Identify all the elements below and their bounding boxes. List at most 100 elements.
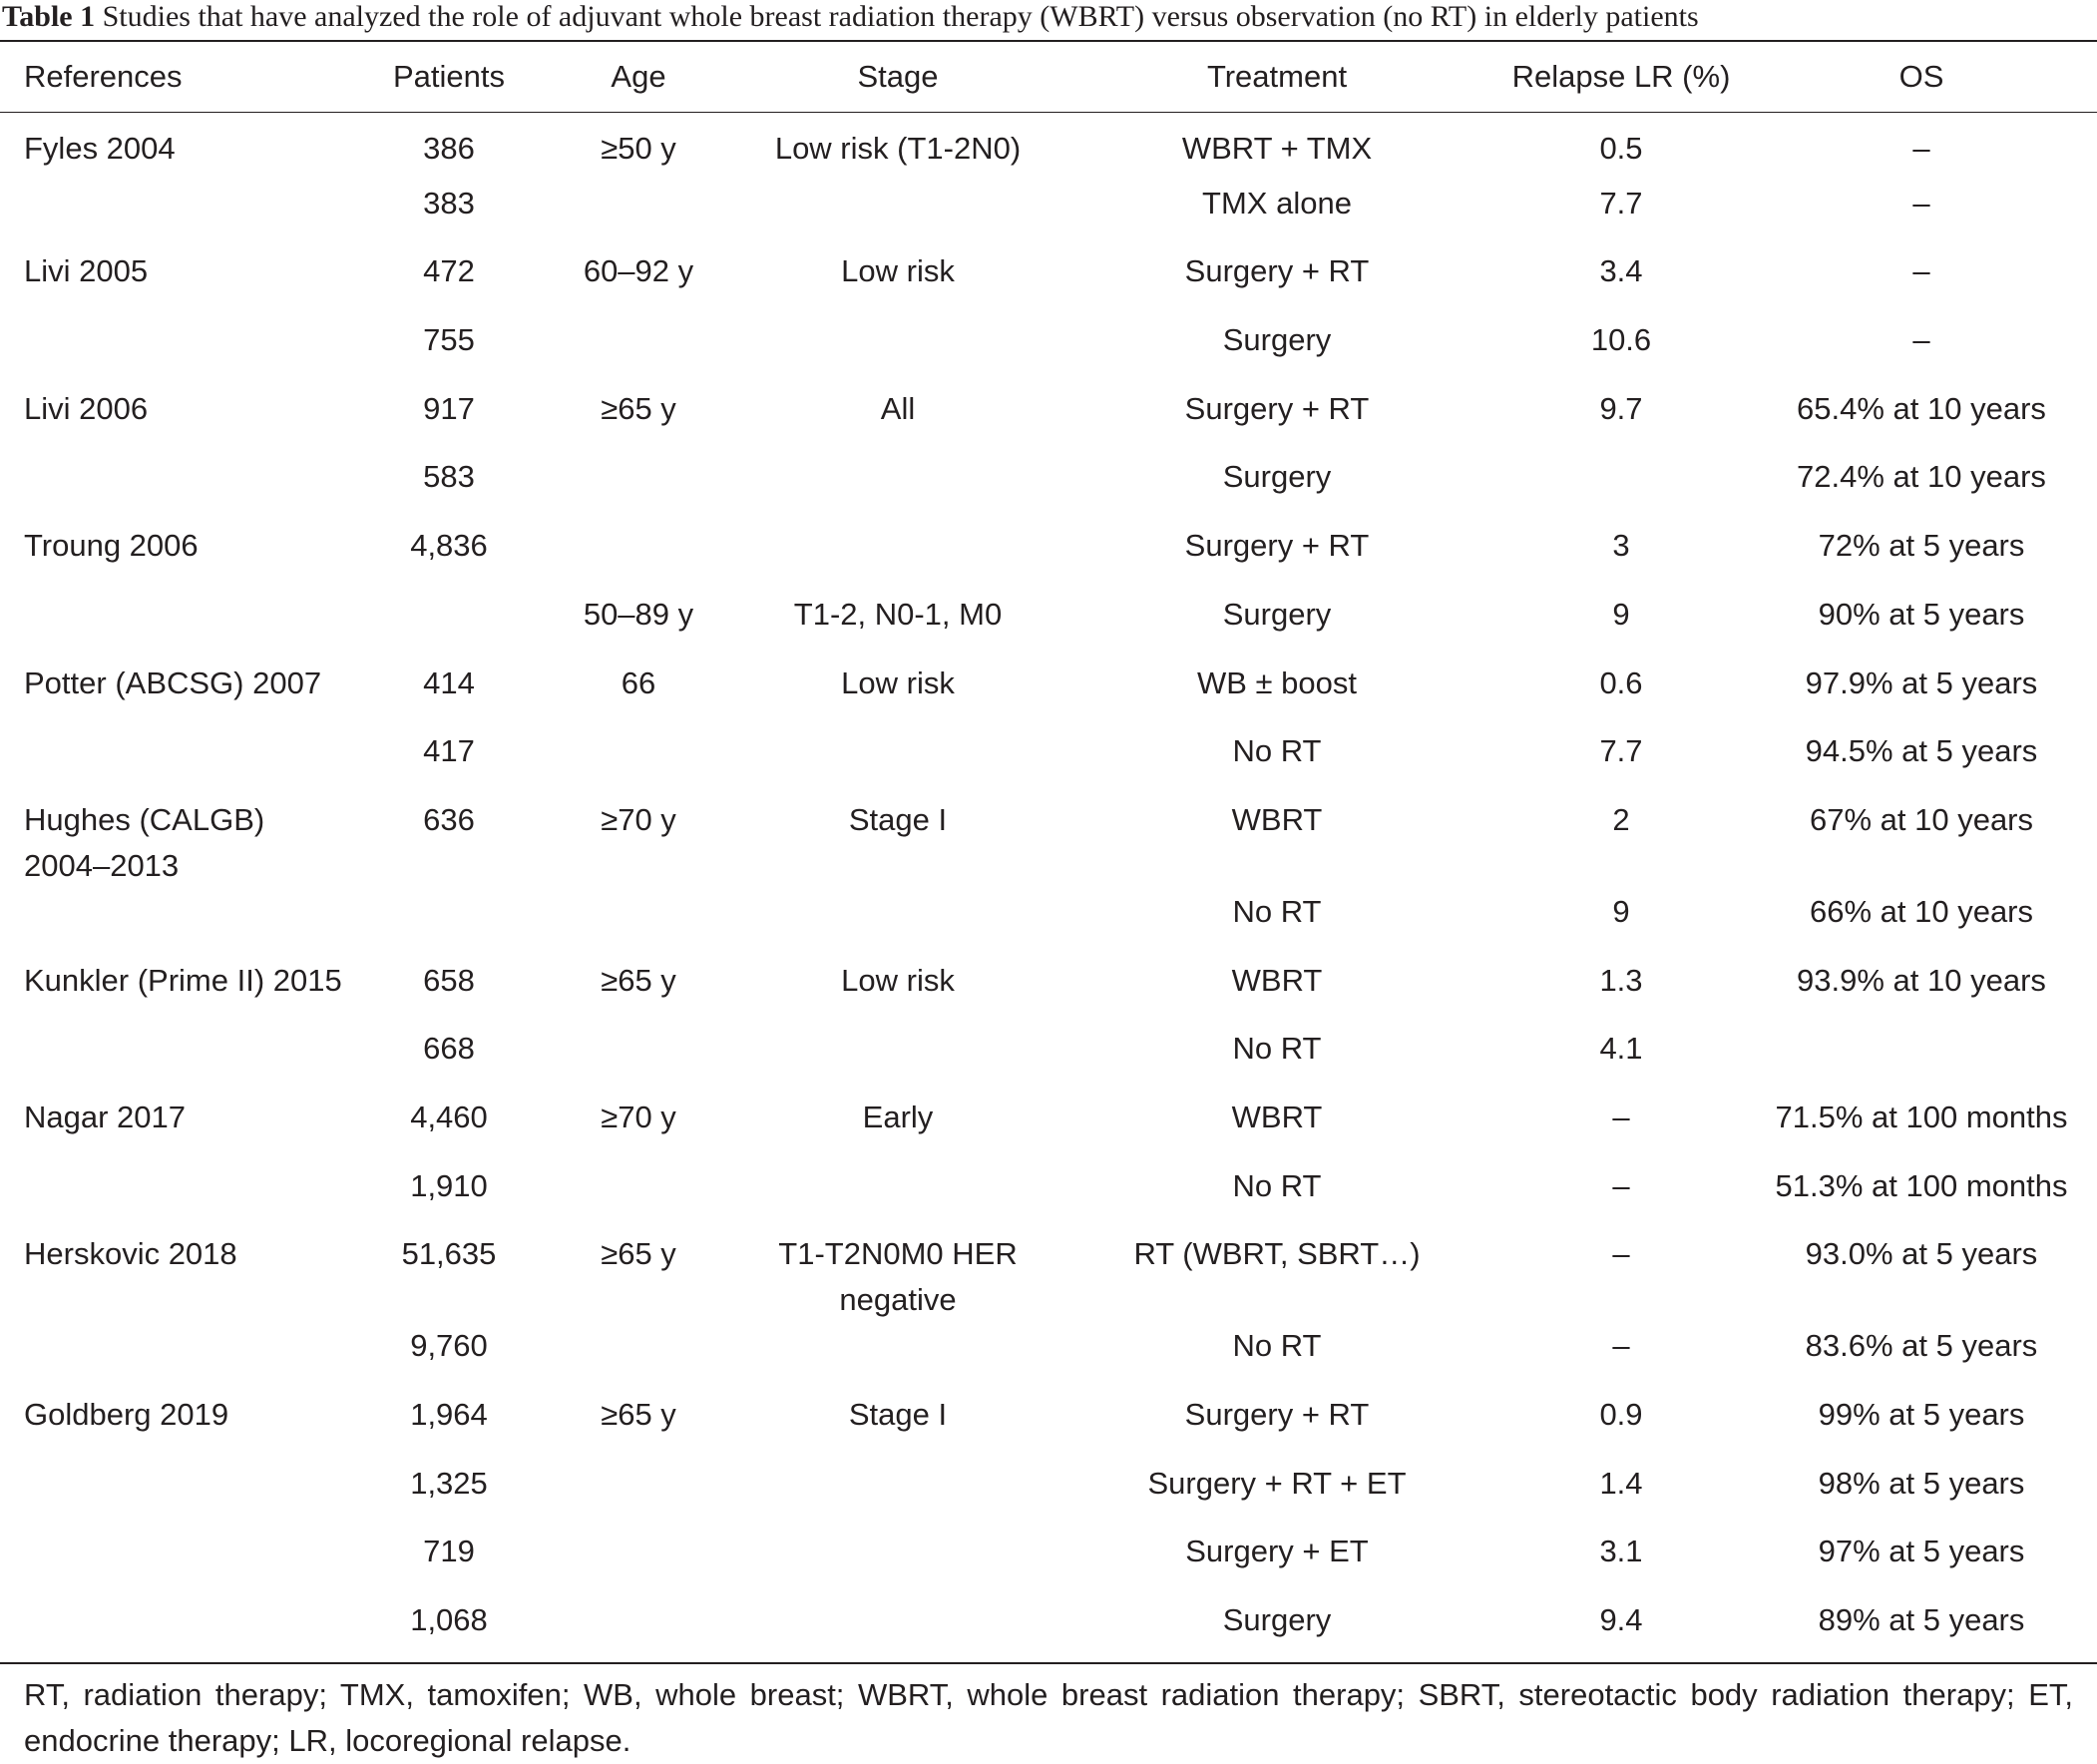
- cell-treatment: No RT: [1232, 1328, 1322, 1364]
- cell-patients: 1,068: [410, 1602, 488, 1638]
- cell-stage: [738, 889, 1057, 958]
- table-header-rule: [0, 112, 2097, 113]
- cell-reference: [0, 317, 359, 386]
- cell-treatment: Surgery: [1222, 459, 1332, 495]
- cell-os: 90% at 5 years: [1818, 596, 2025, 632]
- table-row: 1,325 Surgery + RT + ET 1.4 98% at 5 years: [0, 1461, 2097, 1530]
- table-row: 755 Surgery 10.6 –: [0, 317, 2097, 386]
- table-row: 1,068 Surgery 9.4 89% at 5 years: [0, 1597, 2097, 1666]
- table-bottom-rule: [0, 1662, 2097, 1664]
- cell-stage: [738, 454, 1057, 523]
- table-caption-label: Table 1: [2, 0, 96, 33]
- table-caption-text: Studies that have analyzed the role of a…: [95, 0, 1699, 33]
- cell-os: –: [1912, 253, 1930, 289]
- cell-stage: [738, 523, 1057, 592]
- cell-stage: Stage I: [848, 801, 948, 837]
- cell-reference: [0, 181, 359, 249]
- cell-reference: Fyles 2004: [24, 131, 176, 166]
- table-row: Potter (ABCSG) 2007 414 66 Low risk WB ± boo…: [0, 661, 2097, 729]
- cell-os: –: [1912, 185, 1930, 220]
- cell-os: 98% at 5 years: [1818, 1465, 2025, 1501]
- table-header: References Patients Age Stage Treatment …: [0, 42, 2097, 112]
- table-row: 50–89 y T1-2, N0-1, M0 Surgery 9 90% at 5 ye…: [0, 592, 2097, 661]
- cell-reference: Troung 2006: [24, 528, 199, 564]
- cell-patients: 1,910: [410, 1167, 488, 1203]
- cell-relapse-lr: 1.4: [1599, 1465, 1643, 1501]
- cell-reference: [0, 1323, 359, 1392]
- header-patients: Patients: [392, 59, 505, 94]
- table-row: Herskovic 2018 51,635 ≥65 y T1-T2N0M0 HER n…: [0, 1231, 2097, 1323]
- cell-treatment: WBRT: [1231, 962, 1323, 998]
- cell-stage: All: [880, 390, 916, 426]
- cell-patients: [359, 889, 539, 958]
- cell-stage: T1-T2N0M0 HER negative: [778, 1236, 1018, 1318]
- cell-relapse-lr: 4.1: [1599, 1031, 1643, 1067]
- cell-treatment: Surgery + RT + ET: [1147, 1465, 1407, 1501]
- cell-patients: 636: [423, 801, 475, 837]
- cell-os: 94.5% at 5 years: [1805, 733, 2038, 769]
- cell-age: [539, 1597, 738, 1666]
- cell-stage: [738, 1026, 1057, 1095]
- cell-patients: 719: [423, 1534, 475, 1569]
- cell-relapse-lr: –: [1612, 1328, 1630, 1364]
- cell-treatment: No RT: [1232, 1031, 1322, 1067]
- cell-age: [539, 1163, 738, 1232]
- table-row: 719 Surgery + ET 3.1 97% at 5 years: [0, 1529, 2097, 1597]
- cell-reference: Kunkler (Prime II) 2015: [24, 962, 342, 998]
- cell-reference: [0, 592, 359, 661]
- cell-age: [539, 889, 738, 958]
- cell-os: 66% at 10 years: [1809, 893, 2034, 929]
- header-os: OS: [1898, 59, 1944, 94]
- cell-age: ≥65 y: [601, 390, 676, 426]
- cell-age: ≥70 y: [601, 801, 676, 837]
- cell-patients: 658: [423, 962, 475, 998]
- cell-reference: Livi 2005: [24, 253, 149, 289]
- cell-reference: Herskovic 2018: [24, 1236, 237, 1272]
- cell-relapse-lr: 7.7: [1599, 733, 1643, 769]
- cell-patients: [359, 592, 539, 661]
- cell-age: [539, 523, 738, 592]
- cell-os: 99% at 5 years: [1818, 1397, 2025, 1432]
- cell-reference: Potter (ABCSG) 2007: [24, 664, 322, 700]
- cell-age: [539, 181, 738, 249]
- cell-reference: [0, 1597, 359, 1666]
- cell-treatment: Surgery + RT: [1184, 253, 1370, 289]
- cell-patients: 583: [423, 459, 475, 495]
- cell-stage: Low risk (T1-2N0): [774, 131, 1022, 166]
- cell-treatment: Surgery: [1222, 1602, 1332, 1638]
- cell-age: [539, 1461, 738, 1530]
- table-footnote: RT, radiation therapy; TMX, tamoxifen; W…: [24, 1677, 2073, 1758]
- cell-stage: Early: [862, 1099, 934, 1134]
- cell-age: ≥65 y: [601, 1236, 676, 1272]
- cell-age: ≥65 y: [601, 1397, 676, 1432]
- cell-age: ≥50 y: [601, 131, 676, 166]
- cell-treatment: WBRT: [1231, 1099, 1323, 1134]
- cell-treatment: TMX alone: [1202, 185, 1352, 220]
- table-row: Livi 2006 917 ≥65 y All Surgery + RT 9.7 65.4%…: [0, 386, 2097, 455]
- cell-stage: Low risk: [841, 664, 955, 700]
- table-row: Livi 2005 472 60–92 y Low risk Surgery + RT 3…: [0, 248, 2097, 317]
- table-row: 383 TMX alone 7.7 –: [0, 181, 2097, 249]
- cell-patients: 917: [423, 390, 475, 426]
- cell-relapse-lr: 7.7: [1599, 185, 1643, 220]
- table-row: 1,910 No RT – 51.3% at 100 months: [0, 1163, 2097, 1232]
- cell-reference: [0, 454, 359, 523]
- cell-patients: 417: [423, 733, 475, 769]
- table-row: 583 Surgery 72.4% at 10 years: [0, 454, 2097, 523]
- cell-os: 83.6% at 5 years: [1805, 1328, 2038, 1364]
- cell-os: 51.3% at 100 months: [1775, 1167, 2068, 1203]
- cell-relapse-lr: 10.6: [1590, 322, 1652, 358]
- cell-relapse-lr: 3.4: [1599, 253, 1643, 289]
- cell-treatment: WBRT + TMX: [1181, 131, 1373, 166]
- cell-stage: [738, 728, 1057, 797]
- cell-reference: [0, 1529, 359, 1597]
- header-treatment: Treatment: [1206, 59, 1348, 94]
- cell-treatment: Surgery + ET: [1185, 1534, 1369, 1569]
- table-row: Troung 2006 4,836 Surgery + RT 3 72% at 5 ye…: [0, 523, 2097, 592]
- cell-patients: 4,460: [410, 1099, 488, 1134]
- cell-relapse-lr: 3.1: [1599, 1534, 1643, 1569]
- cell-stage: [738, 1529, 1057, 1597]
- cell-patients: 755: [423, 322, 475, 358]
- table-row: 9,760 No RT – 83.6% at 5 years: [0, 1323, 2097, 1392]
- header-stage: Stage: [857, 59, 939, 94]
